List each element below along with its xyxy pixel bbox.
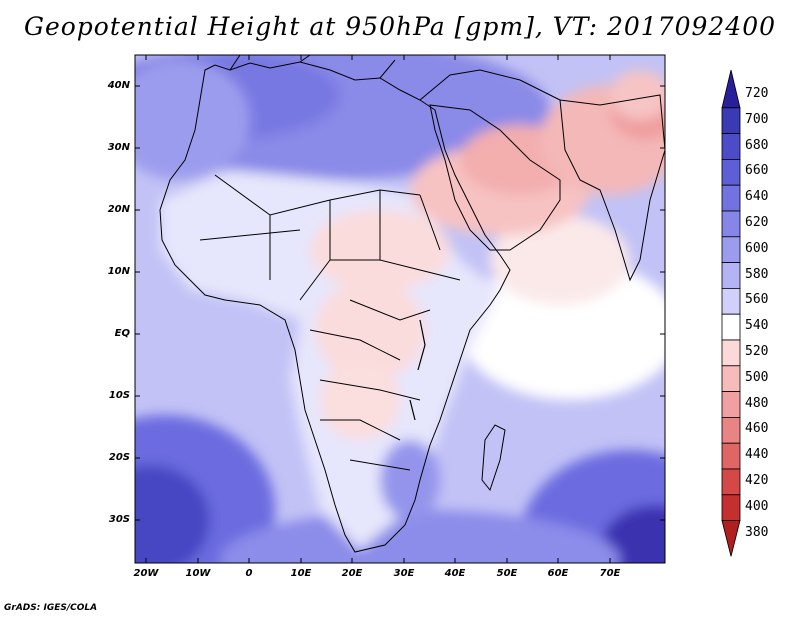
colorbar-swatch-480	[721, 391, 741, 418]
colorbar-label-640: 640	[745, 189, 769, 205]
grads-credit: GrADS: IGES/COLA	[4, 603, 98, 613]
lon-label-50e: 50E	[496, 568, 518, 579]
colorbar-label-680: 680	[745, 137, 769, 153]
colorbar-swatch-580	[721, 262, 741, 289]
colorbar-swatch-520	[721, 339, 741, 367]
lon-label-10w: 10W	[185, 568, 211, 579]
colorbar-label-720: 720	[745, 86, 769, 101]
colorbar-label-540: 540	[745, 318, 769, 334]
lon-label-60e: 60E	[547, 568, 569, 579]
colorbar-swatch-640	[721, 184, 741, 212]
colorbar-swatch-680	[721, 133, 741, 160]
lat-label-20n: 20N	[107, 204, 130, 215]
lat-label-eq: EQ	[114, 328, 130, 339]
colorbar-label-420: 420	[745, 473, 769, 488]
madagascar-coastline	[481, 424, 506, 492]
lon-label-30e: 30E	[393, 568, 415, 579]
rift-lakes	[409, 319, 426, 421]
lon-label-20w: 20W	[133, 568, 159, 579]
lat-label-20s: 20S	[108, 452, 130, 463]
lon-label-40e: 40E	[444, 568, 466, 579]
lat-label-30n: 30N	[107, 142, 130, 153]
colorbar-swatch-420	[721, 468, 741, 496]
colorbar-label-660: 660	[745, 163, 769, 179]
lat-label-10s: 10S	[108, 390, 130, 401]
colorbar-label-520: 520	[745, 344, 769, 359]
coastlines	[159, 55, 665, 553]
colorbar-label-440: 440	[745, 447, 769, 463]
colorbar-label-620: 620	[745, 215, 769, 230]
colorbar-swatch-720	[721, 69, 741, 109]
colorbar-swatch-400	[721, 494, 741, 521]
lat-label-10n: 10N	[107, 266, 130, 277]
colorbar	[721, 69, 741, 557]
colorbar-swatch-700	[721, 107, 741, 135]
africa-coastline	[159, 61, 511, 553]
colorbar-label-380: 380	[745, 524, 769, 540]
lat-label-40n: 40N	[107, 80, 130, 91]
lon-label-0: 0	[245, 568, 253, 579]
arabia-coastline	[429, 104, 561, 251]
lat-label-30s: 30S	[108, 514, 130, 525]
colorbar-label-560: 560	[745, 292, 769, 308]
colorbar-label-700: 700	[745, 111, 769, 127]
lon-label-10e: 10E	[290, 568, 312, 579]
northern-coastline	[229, 55, 561, 101]
colorbar-label-460: 460	[745, 421, 769, 437]
colorbar-label-480: 480	[745, 395, 769, 411]
lon-label-20e: 20E	[341, 568, 363, 579]
map-title: Geopotential Height at 950hPa [gpm], VT:…	[23, 12, 777, 41]
colorbar-swatch-560	[721, 287, 741, 315]
colorbar-label-500: 500	[745, 369, 769, 385]
map-plot-area	[135, 55, 665, 563]
lon-label-70e: 70E	[599, 568, 621, 579]
colorbar-swatch-620	[721, 210, 741, 238]
colorbar-swatch-600	[721, 236, 741, 264]
colorbar-swatch-440	[721, 442, 741, 470]
map-frame	[134, 54, 666, 564]
colorbar-swatch-500	[721, 365, 741, 392]
colorbar-label-580: 580	[745, 266, 769, 282]
colorbar-swatch-460	[721, 416, 741, 444]
country-borders	[199, 174, 461, 471]
colorbar-swatch-380	[721, 520, 741, 557]
colorbar-label-600: 600	[745, 240, 769, 256]
colorbar-swatch-540	[721, 313, 741, 341]
colorbar-swatch-660	[721, 158, 741, 186]
axis-ticks	[135, 55, 665, 563]
colorbar-label-400: 400	[745, 498, 769, 514]
south-asia-coastline	[559, 94, 665, 282]
